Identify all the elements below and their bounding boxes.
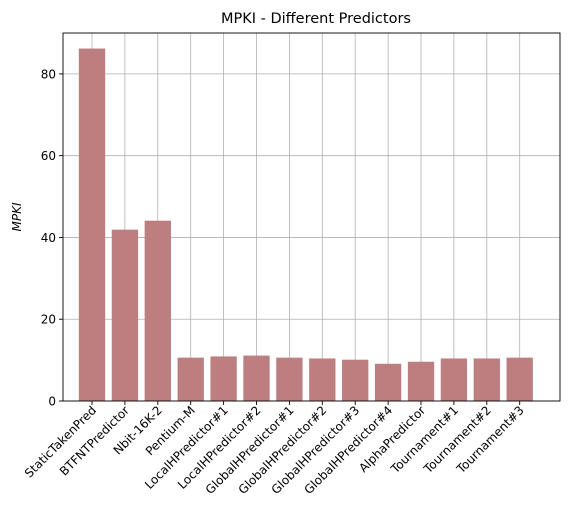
bar-10 [407,361,435,401]
bar-13 [506,357,533,401]
y-tick-label-0: 0 [48,395,56,409]
bar-8 [342,359,369,401]
axes-frame [62,32,561,402]
y-tick-label-3: 60 [41,149,56,163]
bars-layer [78,48,533,401]
bar-6 [276,357,303,401]
bar-12 [473,358,500,401]
plot-frame [62,32,561,402]
bar-2 [144,220,171,401]
bar-7 [309,358,336,401]
bar-3 [177,357,204,401]
bar-1 [111,229,139,401]
y-tick-label-2: 40 [41,231,56,245]
bar-4 [210,356,237,401]
chart-title: MPKI - Different Predictors [221,11,411,27]
y-tick-label-4: 80 [41,67,56,81]
bar-0 [78,48,106,401]
bar-9 [374,363,402,401]
y-axis-label: MPKI [10,202,24,231]
y-tick-label-1: 20 [41,313,56,327]
bar-5 [243,355,270,401]
x-ticks: StaticTakenPredBTFNTPredictorNbit-16K-2P… [22,401,527,497]
bar-11 [440,358,468,401]
y-ticks: 0 20 40 60 80 [41,67,63,409]
